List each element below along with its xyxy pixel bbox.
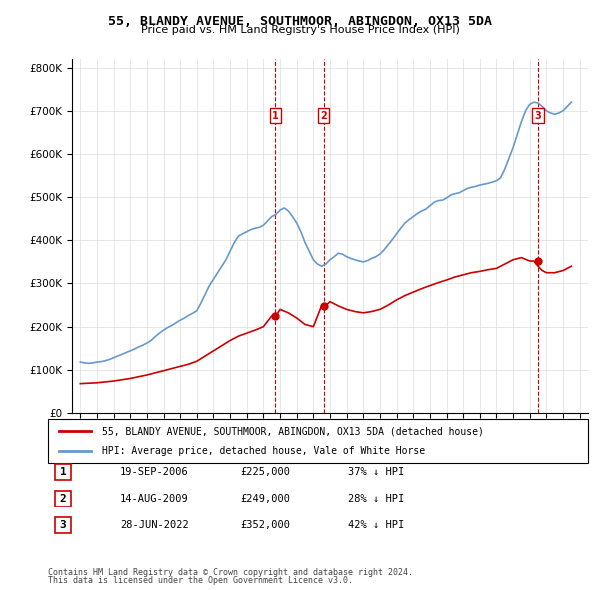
Text: Price paid vs. HM Land Registry's House Price Index (HPI): Price paid vs. HM Land Registry's House …	[140, 25, 460, 35]
Text: 14-AUG-2009: 14-AUG-2009	[120, 494, 189, 503]
Text: 2: 2	[59, 494, 67, 503]
Text: HPI: Average price, detached house, Vale of White Horse: HPI: Average price, detached house, Vale…	[102, 446, 425, 455]
Text: 1: 1	[272, 111, 279, 120]
Text: 55, BLANDY AVENUE, SOUTHMOOR, ABINGDON, OX13 5DA: 55, BLANDY AVENUE, SOUTHMOOR, ABINGDON, …	[108, 15, 492, 28]
Text: £352,000: £352,000	[240, 520, 290, 530]
Text: £225,000: £225,000	[240, 467, 290, 477]
Text: 3: 3	[59, 520, 67, 530]
Text: 28-JUN-2022: 28-JUN-2022	[120, 520, 189, 530]
Text: 19-SEP-2006: 19-SEP-2006	[120, 467, 189, 477]
Text: 1: 1	[59, 467, 67, 477]
Text: 3: 3	[535, 111, 541, 120]
Text: £249,000: £249,000	[240, 494, 290, 503]
FancyBboxPatch shape	[55, 464, 71, 480]
Text: 42% ↓ HPI: 42% ↓ HPI	[348, 520, 404, 530]
Text: 2: 2	[320, 111, 327, 120]
Text: 28% ↓ HPI: 28% ↓ HPI	[348, 494, 404, 503]
Text: This data is licensed under the Open Government Licence v3.0.: This data is licensed under the Open Gov…	[48, 576, 353, 585]
Text: 55, BLANDY AVENUE, SOUTHMOOR, ABINGDON, OX13 5DA (detached house): 55, BLANDY AVENUE, SOUTHMOOR, ABINGDON, …	[102, 427, 484, 436]
Text: Contains HM Land Registry data © Crown copyright and database right 2024.: Contains HM Land Registry data © Crown c…	[48, 568, 413, 577]
FancyBboxPatch shape	[55, 491, 71, 506]
FancyBboxPatch shape	[48, 419, 588, 463]
FancyBboxPatch shape	[55, 517, 71, 533]
Text: 37% ↓ HPI: 37% ↓ HPI	[348, 467, 404, 477]
